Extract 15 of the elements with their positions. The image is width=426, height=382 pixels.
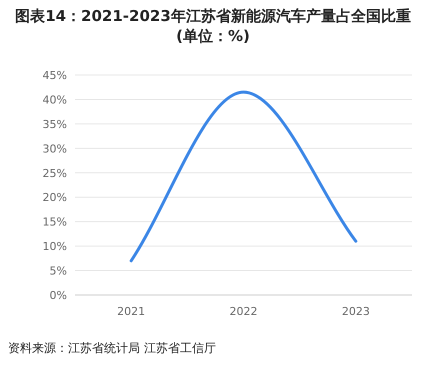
y-tick-label: 5% <box>50 264 67 278</box>
text: 资料来源：江苏省统计局 江苏省工信厅 <box>8 340 216 357</box>
y-tick-label: 25% <box>42 166 67 180</box>
y-tick-label: 30% <box>42 142 67 156</box>
x-tick-label: 2022 <box>230 305 258 318</box>
y-tick-label: 45% <box>42 69 67 82</box>
x-tick-label: 2021 <box>117 305 146 318</box>
y-tick-label: 35% <box>42 118 67 131</box>
y-tick-label: 40% <box>42 93 67 106</box>
y-tick-label: 10% <box>42 240 67 254</box>
y-tick-label: 15% <box>42 216 67 229</box>
title: 图表14：2021-2023年江苏省新能源汽车产量占全国比重(单位：%) <box>14 6 412 46</box>
y-tick-label: 20% <box>42 191 67 204</box>
y-tick-label: 0% <box>50 289 67 302</box>
x-tick-label: 2023 <box>342 305 370 318</box>
